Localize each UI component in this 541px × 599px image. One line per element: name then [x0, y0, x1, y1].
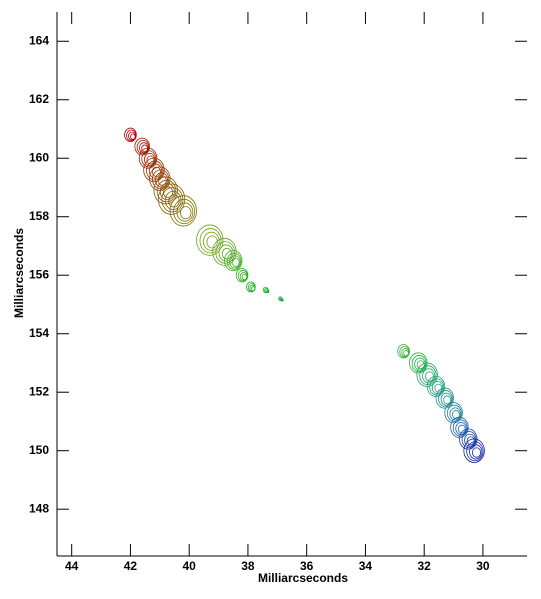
- contour: [229, 255, 241, 269]
- contour: [449, 407, 461, 421]
- maser-spot: [450, 416, 469, 438]
- maser-spot: [235, 268, 249, 283]
- contour: [206, 235, 218, 249]
- contour: [401, 348, 410, 357]
- contour: [422, 368, 436, 384]
- contour: [212, 237, 237, 266]
- contour: [128, 131, 136, 141]
- contour: [251, 286, 256, 292]
- contour: [435, 387, 454, 409]
- contour: [438, 390, 454, 408]
- maser-spot: [262, 286, 270, 294]
- contour: [180, 206, 192, 220]
- contour: [403, 349, 409, 357]
- contour: [215, 241, 236, 264]
- contour: [446, 404, 462, 422]
- contour: [466, 436, 475, 446]
- contour: [156, 179, 177, 203]
- contour: [443, 395, 452, 405]
- contour: [419, 365, 437, 386]
- y-tick-label: 148: [29, 501, 49, 515]
- maser-spot: [426, 375, 446, 397]
- x-tick-label: 40: [183, 559, 197, 573]
- x-axis-label: Milliarcseconds: [258, 571, 348, 585]
- contour: [241, 273, 248, 281]
- contour: [463, 438, 485, 463]
- x-tick-label: 32: [418, 559, 432, 573]
- contour: [469, 444, 483, 460]
- x-tick-label: 36: [300, 559, 314, 573]
- x-tick-label: 42: [124, 559, 138, 573]
- contour: [281, 299, 284, 302]
- y-tick-label: 154: [29, 326, 49, 340]
- contour: [141, 150, 157, 168]
- contour: [149, 166, 171, 191]
- y-tick-label: 162: [29, 92, 49, 106]
- y-tick-label: 158: [29, 209, 49, 223]
- contour: [414, 357, 426, 371]
- contour: [452, 419, 468, 437]
- contour: [176, 202, 194, 222]
- contour: [416, 360, 425, 370]
- contour: [231, 257, 240, 267]
- contour: [444, 402, 463, 424]
- contour: [199, 228, 222, 254]
- contour: [237, 270, 248, 282]
- contour: [399, 346, 410, 358]
- contour: [440, 392, 453, 406]
- maser-spot: [212, 237, 237, 266]
- contour: [224, 250, 243, 272]
- x-tick-label: 30: [476, 559, 490, 573]
- contour: [466, 441, 484, 462]
- maser-spot: [169, 195, 197, 227]
- maser-spot: [246, 281, 256, 293]
- contour: [143, 157, 165, 183]
- y-tick-label: 152: [29, 384, 49, 398]
- x-tick-label: 38: [241, 559, 255, 573]
- contour: [130, 133, 136, 140]
- contour: [203, 231, 220, 251]
- contour: [146, 155, 155, 165]
- maser-spot: [134, 137, 150, 156]
- contour: [452, 410, 460, 419]
- contour: [429, 378, 445, 396]
- contour: [266, 290, 270, 294]
- maser-spot: [124, 127, 137, 142]
- x-tick-label: 44: [65, 559, 79, 573]
- contour: [143, 152, 156, 166]
- contour: [461, 431, 477, 449]
- maser-spot: [278, 296, 284, 302]
- maser-spot: [397, 344, 410, 359]
- y-tick-label: 160: [29, 150, 49, 164]
- x-tick-label: 34: [359, 559, 373, 573]
- contour: [455, 422, 467, 435]
- contour: [169, 195, 197, 227]
- y-tick-label: 164: [29, 33, 49, 47]
- contour: [196, 224, 224, 256]
- contour: [173, 198, 196, 225]
- contour: [472, 447, 482, 458]
- contour: [126, 129, 137, 142]
- contour: [431, 381, 444, 395]
- y-tick-label: 156: [29, 267, 49, 281]
- contour: [464, 433, 476, 447]
- maser-spot: [435, 387, 454, 409]
- contour: [239, 271, 248, 281]
- contour: [162, 186, 174, 199]
- maser-spot: [224, 250, 243, 272]
- maser-spot: [196, 224, 224, 256]
- maser-spot: [463, 438, 485, 463]
- contour: [164, 190, 182, 210]
- y-axis-label: Milliarcseconds: [12, 228, 26, 318]
- contour: [411, 355, 427, 373]
- contour: [226, 252, 242, 270]
- y-tick-label: 150: [29, 443, 49, 457]
- maser-spot: [409, 352, 428, 374]
- maser-spot: [444, 402, 463, 424]
- contour: [134, 137, 150, 156]
